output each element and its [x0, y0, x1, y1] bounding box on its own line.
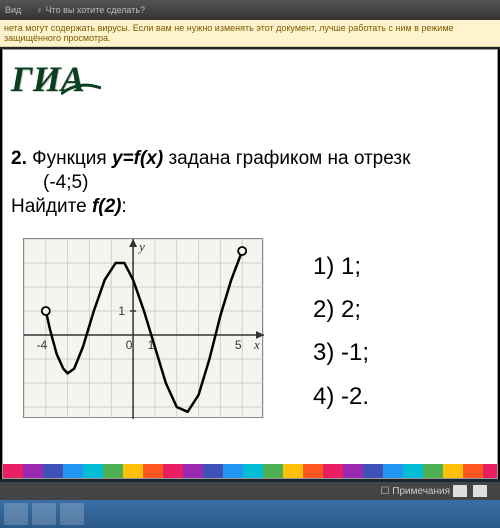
- answer-4: 4) -2.: [313, 375, 369, 418]
- svg-text:0: 0: [126, 338, 133, 352]
- svg-text:y: y: [137, 239, 145, 254]
- answer-3: 3) -1;: [313, 331, 369, 374]
- svg-text:1: 1: [118, 304, 125, 318]
- slide-bottom-border: [3, 464, 497, 478]
- answer-1: 1) 1;: [313, 245, 369, 288]
- answer-options: 1) 1; 2) 2; 3) -1; 4) -2.: [313, 245, 369, 418]
- question-line2: (-4;5): [43, 172, 489, 194]
- ribbon-bar: Вид ♀ Что вы хотите сделать?: [0, 0, 500, 20]
- question-line1: 2. Функция y=f(x) задана графиком на отр…: [11, 148, 489, 170]
- view-normal-icon[interactable]: [453, 485, 467, 497]
- slide: ГИА 2. Функция y=f(x) задана графиком на…: [2, 49, 498, 479]
- svg-text:-4: -4: [36, 338, 47, 352]
- answer-2: 2) 2;: [313, 288, 369, 331]
- ribbon-tell-me[interactable]: ♀ Что вы хотите сделать?: [36, 5, 145, 15]
- svg-text:x: x: [253, 337, 260, 352]
- start-button[interactable]: [4, 503, 28, 525]
- taskbar-app-1[interactable]: [32, 503, 56, 525]
- ribbon-tab-view[interactable]: Вид: [5, 5, 21, 15]
- protected-view-bar: нета могут содержать вирусы. Если вам не…: [0, 20, 500, 47]
- status-bar: ☐ Примечания: [0, 482, 500, 500]
- svg-text:5: 5: [235, 338, 242, 352]
- logo-swoosh-icon: [61, 82, 101, 100]
- question-block: 2. Функция y=f(x) задана графиком на отр…: [11, 148, 489, 218]
- chart-svg: yx015-41: [24, 239, 264, 419]
- taskbar-app-2[interactable]: [60, 503, 84, 525]
- view-sorter-icon[interactable]: [473, 485, 487, 497]
- document-area: ГИА 2. Функция y=f(x) задана графиком на…: [0, 49, 500, 479]
- status-notes[interactable]: ☐ Примечания: [381, 486, 450, 497]
- function-graph: yx015-41: [23, 238, 263, 418]
- protected-view-text: нета могут содержать вирусы. Если вам не…: [4, 23, 496, 43]
- question-line3: Найдите f(2):: [11, 196, 489, 218]
- windows-taskbar: [0, 500, 500, 528]
